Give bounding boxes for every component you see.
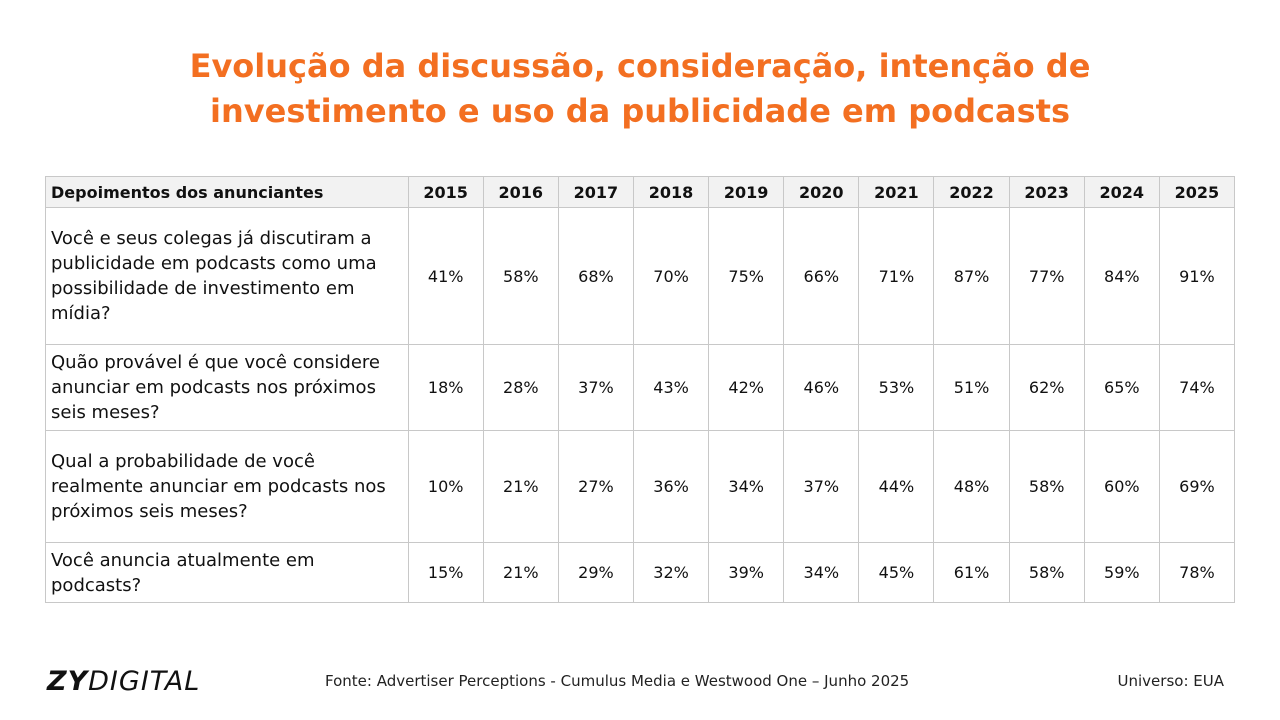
value-cell: 91%	[1158, 207, 1236, 345]
value-cell: 44%	[858, 430, 935, 543]
title-line-2: investimento e uso da publicidade em pod…	[210, 92, 1070, 130]
column-header-year: 2021	[858, 176, 935, 208]
source-note: Fonte: Advertiser Perceptions - Cumulus …	[325, 672, 910, 690]
value-cell: 70%	[632, 207, 710, 345]
column-header-year: 2018	[632, 176, 710, 208]
logo-digital: DIGITAL	[88, 666, 201, 697]
page-title: Evolução da discussão, consideração, int…	[0, 44, 1280, 134]
value-cell: 32%	[632, 542, 710, 603]
value-cell: 21%	[482, 430, 559, 543]
value-cell: 61%	[933, 542, 1010, 603]
column-header-year: 2017	[557, 176, 634, 208]
value-cell: 66%	[783, 207, 860, 345]
value-cell: 39%	[708, 542, 785, 603]
value-cell: 43%	[632, 344, 710, 431]
column-header-year: 2020	[783, 176, 860, 208]
value-cell: 77%	[1008, 207, 1085, 345]
value-cell: 84%	[1083, 207, 1160, 345]
zydigital-logo: ZYDIGITAL	[47, 666, 200, 698]
statement-cell: Você e seus colegas já discutiram a publ…	[45, 207, 409, 345]
column-header-year: 2025	[1158, 176, 1236, 208]
value-cell: 34%	[708, 430, 785, 543]
value-cell: 45%	[858, 542, 935, 603]
value-cell: 27%	[557, 430, 634, 543]
logo-zy: ZY	[47, 666, 89, 697]
value-cell: 60%	[1083, 430, 1160, 543]
table-row: Você anuncia atualmente em podcasts? 15% 2…	[45, 542, 1236, 603]
value-cell: 37%	[783, 430, 860, 543]
table-row: Qual a probabilidade de você realmente a…	[45, 430, 1236, 543]
column-header-year: 2019	[708, 176, 785, 208]
value-cell: 21%	[482, 542, 559, 603]
value-cell: 75%	[708, 207, 785, 345]
value-cell: 58%	[1008, 542, 1085, 603]
value-cell: 46%	[783, 344, 860, 431]
value-cell: 58%	[1008, 430, 1085, 543]
value-cell: 34%	[783, 542, 860, 603]
column-header-year: 2016	[482, 176, 559, 208]
value-cell: 74%	[1158, 344, 1236, 431]
column-header-year: 2022	[933, 176, 1010, 208]
value-cell: 68%	[557, 207, 634, 345]
title-line-1: Evolução da discussão, consideração, int…	[189, 47, 1091, 85]
table-row: Quão provável é que você considere anunc…	[45, 344, 1236, 431]
value-cell: 42%	[708, 344, 785, 431]
value-cell: 51%	[933, 344, 1010, 431]
value-cell: 62%	[1008, 344, 1085, 431]
value-cell: 48%	[933, 430, 1010, 543]
value-cell: 87%	[933, 207, 1010, 345]
value-cell: 28%	[482, 344, 559, 431]
value-cell: 69%	[1158, 430, 1236, 543]
value-cell: 71%	[858, 207, 935, 345]
value-cell: 37%	[557, 344, 634, 431]
table-row: Você e seus colegas já discutiram a publ…	[45, 207, 1236, 345]
value-cell: 41%	[407, 207, 484, 345]
value-cell: 65%	[1083, 344, 1160, 431]
value-cell: 29%	[557, 542, 634, 603]
value-cell: 15%	[407, 542, 484, 603]
column-header-year: 2024	[1083, 176, 1160, 208]
statement-cell: Você anuncia atualmente em podcasts?	[45, 542, 409, 603]
value-cell: 58%	[482, 207, 559, 345]
value-cell: 18%	[407, 344, 484, 431]
column-header-year: 2015	[407, 176, 484, 208]
universe-note: Universo: EUA	[1117, 672, 1224, 690]
value-cell: 10%	[407, 430, 484, 543]
statement-cell: Quão provável é que você considere anunc…	[45, 344, 409, 431]
statement-cell: Qual a probabilidade de você realmente a…	[45, 430, 409, 543]
survey-table: Depoimentos dos anunciantes 2015 2016 2017…	[45, 176, 1236, 603]
column-header-year: 2023	[1008, 176, 1085, 208]
value-cell: 59%	[1083, 542, 1160, 603]
column-header-statements: Depoimentos dos anunciantes	[45, 176, 409, 208]
table-header-row: Depoimentos dos anunciantes 2015 2016 2017…	[45, 176, 1236, 208]
value-cell: 53%	[858, 344, 935, 431]
value-cell: 78%	[1158, 542, 1236, 603]
table-body: Você e seus colegas já discutiram a publ…	[45, 207, 1236, 603]
value-cell: 36%	[632, 430, 710, 543]
